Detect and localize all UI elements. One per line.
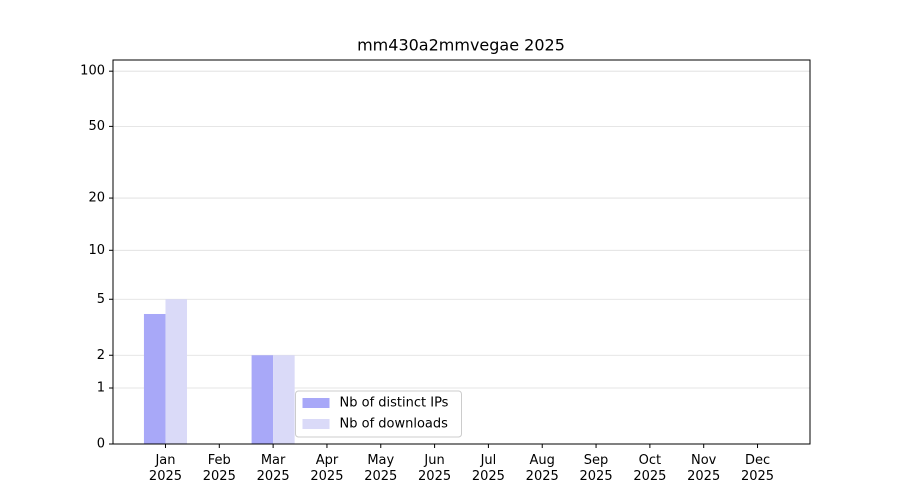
legend-swatch [302,419,330,429]
legend-label: Nb of distinct IPs [340,396,449,411]
y-tick-label: 0 [97,437,105,452]
legend: Nb of distinct IPs Nb of downloads [295,390,462,438]
y-tick-label: 10 [88,243,105,258]
x-tick-label: Jun 2025 [418,453,452,484]
y-tick-label: 1 [97,381,105,396]
x-tick-label: Sep 2025 [579,453,613,484]
legend-label: Nb of downloads [340,417,449,432]
bar [143,313,166,444]
bar [251,355,274,444]
chart-title: mm430a2mmvegae 2025 [357,36,565,55]
x-tick-label: Feb 2025 [202,453,236,484]
x-tick-label: Oct 2025 [633,453,667,484]
y-tick-label: 5 [97,292,105,307]
legend-swatch [302,398,330,408]
x-tick-label: Jul 2025 [471,453,505,484]
x-tick-label: Apr 2025 [310,453,344,484]
x-tick-label: Nov 2025 [687,453,721,484]
bar [273,355,295,444]
plot-frame [112,59,811,445]
x-tick-label: Mar 2025 [256,453,290,484]
y-tick-label: 20 [88,191,105,206]
x-tick-label: Jan 2025 [148,453,183,484]
legend-box [295,390,462,438]
y-tick-label: 2 [97,348,105,363]
bar [165,299,188,444]
grid [113,70,810,445]
x-tick-label: May 2025 [364,453,398,484]
x-tick-label: Aug 2025 [525,453,559,484]
y-tick-label: 50 [88,119,105,134]
x-tick-label: Dec 2025 [740,453,775,484]
y-tick-label: 100 [80,64,105,79]
